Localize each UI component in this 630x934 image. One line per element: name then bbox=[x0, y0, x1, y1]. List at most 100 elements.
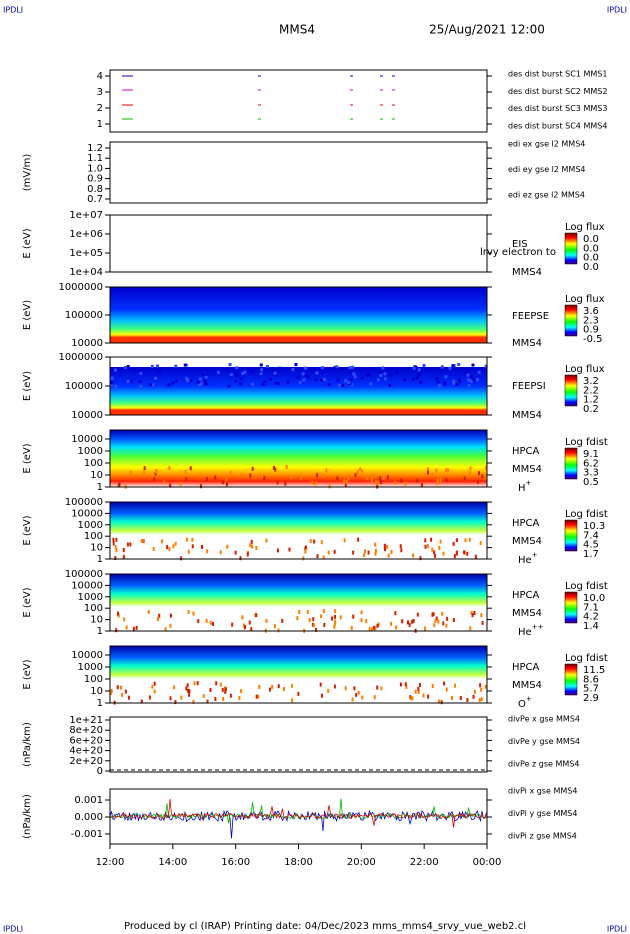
y-tick-label: 10 bbox=[90, 686, 103, 697]
spectrogram-speckle bbox=[345, 480, 348, 485]
spectrogram-speckle bbox=[281, 618, 284, 623]
colorbar-title: Log fdist bbox=[565, 653, 608, 664]
spectrogram-speckle bbox=[250, 370, 254, 374]
spectrogram-speckle bbox=[468, 471, 471, 476]
title: MMS4 bbox=[279, 23, 315, 37]
spectrogram-speckle bbox=[332, 368, 336, 372]
x-tick-label: 22:00 bbox=[410, 857, 439, 868]
species: He bbox=[518, 555, 532, 566]
spectrogram-speckle bbox=[112, 541, 115, 546]
legend-entry: divPe x gse MMS4 bbox=[508, 715, 580, 724]
y-tick-label: 100000 bbox=[65, 497, 103, 508]
spectrogram-speckle bbox=[352, 372, 356, 376]
spectrogram-speckle bbox=[416, 612, 419, 617]
spectrogram-speckle bbox=[331, 616, 334, 621]
species-label: He++ bbox=[518, 623, 544, 638]
y-axis-label: E (eV) bbox=[22, 659, 33, 689]
spectrogram-speckle bbox=[115, 537, 118, 542]
spectrogram-speckle bbox=[479, 683, 482, 688]
y-tick-label: 100000 bbox=[65, 310, 103, 321]
y-tick-label: 2e+20 bbox=[69, 756, 103, 767]
colorbar bbox=[564, 519, 578, 552]
spectrogram-speckle bbox=[250, 382, 254, 386]
spectrogram-speckle bbox=[164, 627, 167, 632]
spectrogram-speckle bbox=[400, 478, 403, 483]
spectrogram-speckle bbox=[123, 365, 127, 369]
spectrogram-speckle bbox=[349, 378, 353, 382]
spectrogram-speckle bbox=[229, 373, 233, 377]
spectrogram-speckle bbox=[466, 697, 469, 702]
spectrogram-speckle bbox=[169, 623, 172, 628]
spectrogram-speckle bbox=[288, 547, 291, 552]
spectrogram-speckle bbox=[472, 694, 475, 699]
spectrogram-speckle bbox=[263, 380, 267, 384]
spectrogram-speckle bbox=[453, 554, 456, 559]
spectrogram-speckle bbox=[437, 619, 440, 624]
spectrogram-speckle bbox=[246, 552, 249, 557]
spectrogram-speckle bbox=[424, 538, 427, 543]
spectrogram-speckle bbox=[480, 613, 483, 618]
spectrogram-speckle bbox=[448, 366, 452, 370]
spectrogram-speckle bbox=[476, 479, 479, 484]
colorbar bbox=[564, 591, 578, 624]
spectrogram-speckle bbox=[437, 699, 440, 704]
spectrogram-speckle bbox=[186, 378, 190, 382]
spectrogram-speckle bbox=[434, 618, 437, 623]
spectrogram-speckle bbox=[259, 372, 263, 376]
spectrogram-speckle bbox=[445, 623, 448, 628]
spectrogram-speckle bbox=[369, 382, 373, 386]
instrument-label: HPCA bbox=[512, 662, 540, 673]
spectrogram-speckle bbox=[378, 476, 381, 481]
spectrogram-speckle bbox=[179, 481, 182, 486]
spectrogram-speckle bbox=[459, 695, 462, 700]
spectrogram-speckle bbox=[187, 610, 190, 615]
spectrogram-speckle bbox=[389, 621, 392, 626]
spectrogram-speckle bbox=[422, 363, 426, 367]
spectrogram-speckle bbox=[122, 554, 125, 559]
spectrogram-speckle bbox=[381, 366, 385, 370]
spectrogram-speckle bbox=[444, 375, 448, 379]
species: H bbox=[518, 483, 526, 494]
spectrogram-speckle bbox=[394, 611, 397, 616]
spectrogram-speckle bbox=[387, 553, 390, 558]
spectrogram-speckle bbox=[470, 375, 474, 379]
spectrogram-speckle bbox=[359, 467, 362, 472]
spectrogram-speckle bbox=[431, 612, 434, 617]
spectrogram-speckle bbox=[386, 545, 389, 550]
y-axis-label: (nPa/km) bbox=[22, 722, 33, 767]
spectrogram-speckle bbox=[183, 363, 187, 367]
spectrogram-speckle bbox=[368, 626, 371, 631]
y-tick-label: 100 bbox=[84, 674, 103, 685]
spectrogram-speckle bbox=[443, 381, 447, 385]
spectrogram-speckle bbox=[184, 469, 187, 474]
spectrogram-speckle bbox=[211, 621, 214, 626]
x-tick-label: 14:00 bbox=[158, 857, 187, 868]
spectrogram-speckle bbox=[114, 556, 117, 561]
spectrogram-speckle bbox=[455, 538, 458, 543]
spectrogram-speckle bbox=[399, 544, 402, 549]
colorbar-label: 0.5 bbox=[583, 477, 599, 488]
y-tick-label: 3 bbox=[97, 87, 103, 98]
spectrogram-speckle bbox=[150, 364, 154, 368]
spectrogram-speckle bbox=[239, 382, 243, 386]
spectrogram-speckle bbox=[378, 370, 382, 374]
panel-frame bbox=[109, 429, 488, 488]
legend-entry: des dist burst SC3 MMS3 bbox=[508, 104, 607, 113]
spectrogram-speckle bbox=[143, 470, 146, 475]
spectrogram-speckle bbox=[388, 384, 392, 388]
spectrogram-speckle bbox=[126, 365, 130, 369]
y-axis-label: E (eV) bbox=[22, 515, 33, 545]
spectrogram-speckle bbox=[297, 691, 300, 696]
spectrogram-speckle bbox=[328, 484, 331, 489]
spectrogram-speckle bbox=[463, 550, 466, 555]
spectrogram-speckle bbox=[298, 609, 301, 614]
spectrogram-speckle bbox=[399, 682, 402, 687]
spectrogram-speckle bbox=[315, 371, 319, 375]
spectrogram-speckle bbox=[338, 383, 342, 387]
spectrogram-speckle bbox=[129, 542, 132, 547]
colorbar-label: 11.5 bbox=[583, 665, 605, 676]
spectrogram-speckle bbox=[417, 689, 420, 694]
spectrogram-speckle bbox=[408, 622, 411, 627]
spectrogram-speckle bbox=[438, 545, 441, 550]
